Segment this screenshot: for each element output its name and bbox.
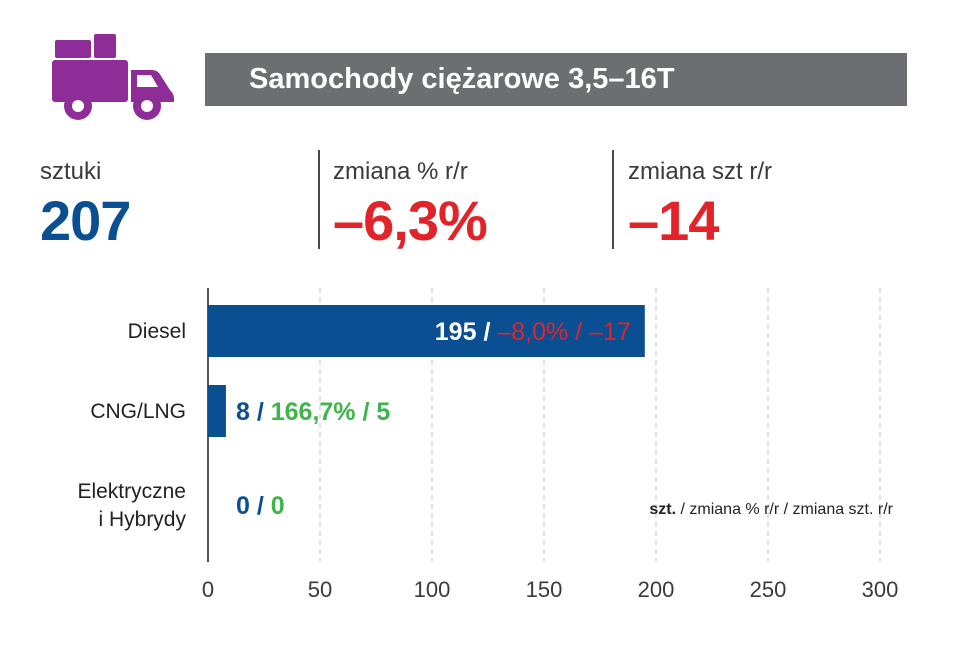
stat-pct-change-label: zmiana % r/r (333, 158, 468, 185)
stat-divider (318, 150, 320, 249)
legend-note: szt. / zmiana % r/r / zmiana szt. r/r (649, 501, 893, 518)
x-tick-label: 300 (862, 577, 899, 602)
stat-pct-change-value: –6,3% (333, 189, 488, 252)
x-tick-label: 150 (526, 577, 563, 602)
stat-unit-change-value: –14 (628, 189, 719, 252)
stat-units: sztuki 207 (40, 158, 300, 252)
bar (208, 305, 645, 357)
stat-units-label: sztuki (40, 158, 102, 185)
stat-units-value: 207 (40, 189, 131, 252)
page-title: Samochody ciężarowe 3,5–16T (249, 63, 675, 95)
data-label: 0 / 0 (236, 492, 285, 520)
x-tick-label: 250 (750, 577, 787, 602)
truck-icon (52, 34, 174, 120)
x-tick-label: 200 (638, 577, 675, 602)
data-label: 8 / 166,7% / 5 (236, 398, 390, 426)
x-tick-label: 50 (308, 577, 332, 602)
stat-divider (612, 150, 614, 249)
bar (208, 385, 226, 437)
x-tick-label: 0 (202, 577, 214, 602)
category-label: Diesel (128, 320, 186, 343)
category-label: CNG/LNG (90, 400, 186, 423)
category-label: Elektryczne i Hybrydy (77, 480, 186, 531)
stat-pct-change: zmiana % r/r –6,3% (333, 158, 593, 252)
stat-unit-change: zmiana szt r/r –14 (628, 158, 888, 252)
title-bar: Samochody ciężarowe 3,5–16T (205, 53, 907, 106)
data-label: 195 / –8,0% / –17 (435, 318, 631, 346)
x-tick-label: 100 (414, 577, 451, 602)
stat-unit-change-label: zmiana szt r/r (628, 158, 773, 185)
